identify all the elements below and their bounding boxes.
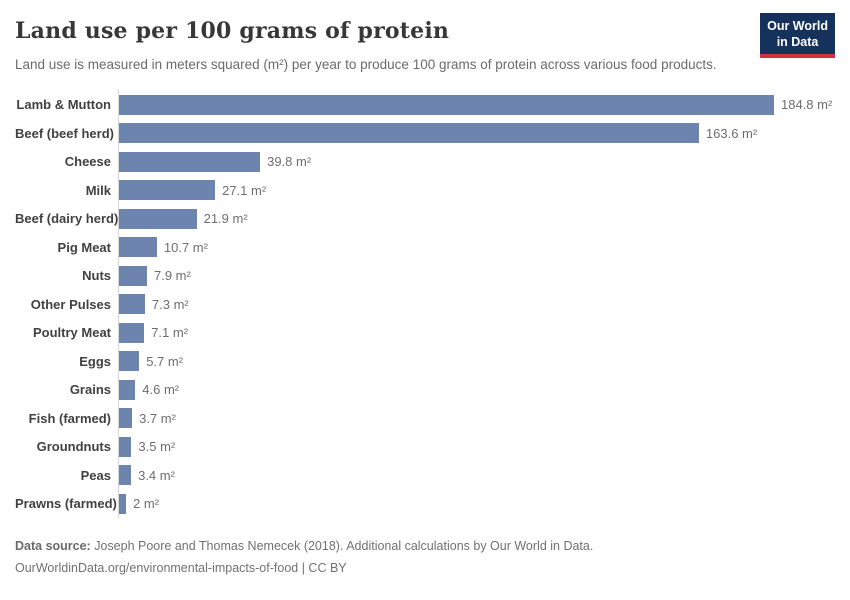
bar	[119, 322, 145, 343]
owid-logo: Our World in Data	[760, 13, 835, 59]
bar-category-label: Prawns (farmed)	[15, 496, 117, 511]
data-source-label: Data source:	[15, 538, 91, 553]
bar-row: Pig Meat 10.7 m²	[15, 232, 835, 262]
bar	[119, 180, 216, 200]
bar	[119, 294, 145, 314]
bar-track: 4.6 m²	[118, 375, 835, 404]
bar-value-label: 27.1 m²	[222, 182, 267, 198]
bar	[119, 436, 132, 457]
chart-header: Land use per 100 grams of protein Land u…	[0, 0, 850, 75]
bar-category-label: Cheese	[64, 154, 111, 169]
bar-value-label: 7.9 m²	[154, 268, 191, 283]
bar-row: Other Pulses 7.3 m²	[15, 289, 835, 319]
bar-row: Beef (dairy herd) 21.9 m²	[15, 204, 835, 233]
bar-track: 3.7 m²	[118, 403, 835, 433]
owid-logo-line1: Our World	[767, 19, 828, 33]
bar-track: 3.5 m²	[118, 432, 835, 461]
bar	[119, 408, 133, 428]
bar-value-label: 5.7 m²	[146, 353, 184, 369]
bar-value-label: 7.1 m²	[151, 325, 189, 340]
bar-row: Prawns (farmed) 2 m²	[15, 489, 835, 518]
bar-track: 2 m²	[118, 489, 835, 518]
bar-row: Milk 27.1 m²	[15, 175, 835, 205]
bar-track: 7.1 m²	[118, 318, 835, 347]
bar-row: Poultry Meat 7.1 m²	[15, 318, 835, 347]
bar-category-label: Peas	[80, 467, 111, 483]
bar-row: Groundnuts 3.5 m²	[15, 432, 835, 461]
bar-row: Cheese 39.8 m²	[15, 147, 835, 176]
bar-value-label: 3.7 m²	[139, 410, 176, 426]
bar-track: 21.9 m²	[118, 204, 835, 233]
chart-footer: Data source: Joseph Poore and Thomas Nem…	[0, 518, 850, 580]
bar-row: Beef (beef herd) 163.6 m²	[15, 118, 835, 148]
bar-category-label: Eggs	[79, 353, 111, 369]
bar-category-label: Grains	[69, 382, 111, 397]
bar-row: Peas 3.4 m²	[15, 460, 835, 490]
bar-row: Fish (farmed) 3.7 m²	[15, 403, 835, 433]
bar-value-label: 3.4 m²	[138, 467, 175, 483]
bar-value-label: 3.5 m²	[138, 439, 176, 454]
bar	[119, 265, 147, 286]
bar-category-label: Pig Meat	[57, 239, 111, 255]
bar	[119, 208, 197, 229]
bar-row: Nuts 7.9 m²	[15, 261, 835, 290]
bar	[119, 237, 157, 257]
bar-row: Lamb & Mutton 184.8 m²	[15, 90, 835, 119]
bar-chart: Lamb & Mutton 184.8 m² Beef (beef herd) …	[0, 90, 850, 518]
bar-track: 163.6 m²	[118, 118, 835, 148]
bar-category-label: Groundnuts	[36, 439, 111, 454]
bar-category-label: Nuts	[82, 268, 111, 283]
license-line: OurWorldinData.org/environmental-impacts…	[15, 561, 347, 576]
bar-row: Grains 4.6 m²	[15, 375, 835, 404]
bar-category-label: Other Pulses	[30, 296, 111, 312]
bar-rows: Lamb & Mutton 184.8 m² Beef (beef herd) …	[15, 90, 835, 518]
bar-value-label: 184.8 m²	[781, 97, 833, 112]
chart-subtitle: Land use is measured in meters squared (…	[15, 57, 717, 72]
bar-value-label: 10.7 m²	[163, 239, 208, 255]
bar-value-label: 7.3 m²	[151, 296, 189, 312]
bar-category-label: Beef (beef herd)	[15, 125, 114, 141]
bar-category-label: Fish (farmed)	[28, 410, 111, 426]
data-source-line: Data source: Joseph Poore and Thomas Nem…	[15, 535, 835, 558]
bar	[119, 351, 140, 371]
bar-category-label: Lamb & Mutton	[16, 97, 111, 112]
bar	[119, 94, 774, 115]
page-title: Land use per 100 grams of protein	[15, 18, 450, 44]
bar	[119, 379, 136, 400]
bar-value-label: 4.6 m²	[142, 382, 180, 397]
data-source-text: Joseph Poore and Thomas Nemecek (2018). …	[90, 538, 594, 553]
bar-value-label: 39.8 m²	[267, 154, 312, 169]
bar-category-label: Beef (dairy herd)	[15, 211, 119, 226]
bar-category-label: Poultry Meat	[32, 325, 111, 340]
bar-track: 7.9 m²	[118, 261, 835, 290]
bar-track: 5.7 m²	[118, 346, 835, 376]
bar-category-label: Milk	[85, 182, 111, 198]
bar-track: 184.8 m²	[118, 90, 835, 119]
bar	[119, 465, 132, 485]
bar-track: 7.3 m²	[118, 289, 835, 319]
bar	[119, 123, 699, 143]
bar-track: 39.8 m²	[118, 147, 835, 176]
bar-row: Eggs 5.7 m²	[15, 346, 835, 376]
bar-value-label: 2 m²	[133, 496, 160, 511]
bar	[119, 151, 261, 172]
bar-value-label: 21.9 m²	[203, 211, 248, 226]
bar-track: 3.4 m²	[118, 460, 835, 490]
bar-track: 27.1 m²	[118, 175, 835, 205]
bar	[119, 493, 127, 514]
owid-logo-line2: in Data	[776, 34, 819, 49]
bar-value-label: 163.6 m²	[705, 125, 758, 141]
bar-track: 10.7 m²	[118, 232, 835, 262]
